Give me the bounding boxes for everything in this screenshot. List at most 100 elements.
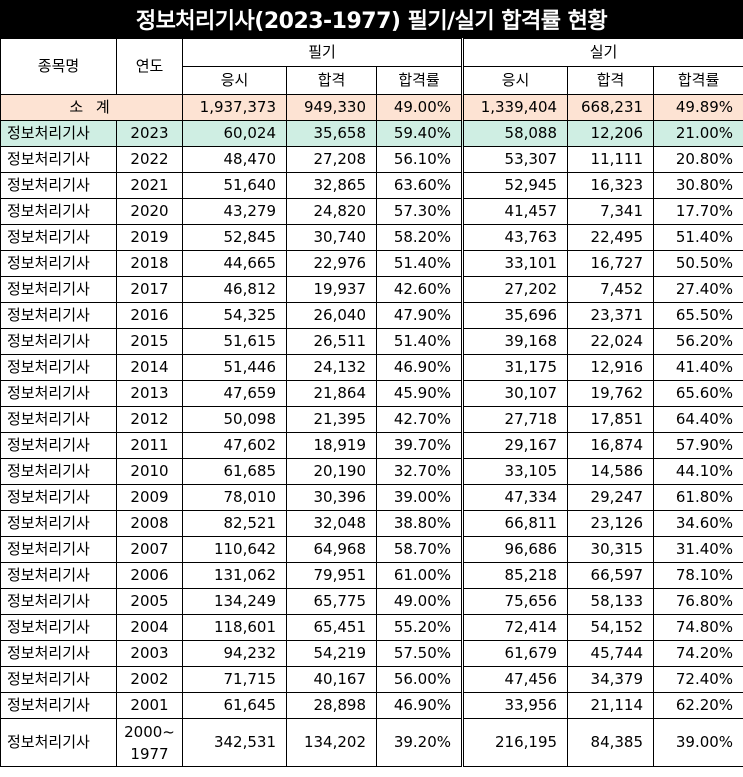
cell-name: 정보처리기사 xyxy=(0,484,117,511)
table-row: 정보처리기사 2011 47,602 18,919 39.70% 29,167 16,874… xyxy=(0,432,743,459)
cell-name: 정보처리기사 xyxy=(0,172,117,199)
cell-practical-rate: 65.60% xyxy=(653,380,743,407)
cell-practical-passed: 12,206 xyxy=(567,120,655,147)
cell-written-passed: 32,048 xyxy=(286,510,377,537)
table-row: 정보처리기사 2017 46,812 19,937 42.60% 27,202 7,452 2… xyxy=(0,276,743,303)
cell-written-passed: 28,898 xyxy=(286,692,377,719)
cell-written-rate: 46.90% xyxy=(375,354,464,381)
cell-practical-applicants: 30,107 xyxy=(461,380,569,407)
cell-written-passed: 30,740 xyxy=(286,224,377,251)
cell-practical-passed: 11,111 xyxy=(567,146,655,173)
table-row: 정보처리기사 2006 131,062 79,951 61.00% 85,218 66,59… xyxy=(0,562,743,589)
cell-name: 정보처리기사 xyxy=(0,510,117,537)
cell-written-applicants: 47,602 xyxy=(182,432,287,459)
cell-practical-rate: 61.80% xyxy=(653,484,743,511)
cell-written-rate: 45.90% xyxy=(375,380,464,407)
cell-practical-passed: 16,323 xyxy=(567,172,655,199)
cell-written-applicants: 78,010 xyxy=(182,484,287,511)
cell-practical-applicants: 53,307 xyxy=(461,146,569,173)
cell-year: 2007 xyxy=(116,536,183,563)
cell-practical-applicants: 33,105 xyxy=(461,458,569,485)
cell-practical-rate: 31.40% xyxy=(653,536,743,563)
cell-written-applicants: 71,715 xyxy=(182,666,287,693)
table-row: 정보처리기사 2001 61,645 28,898 46.90% 33,956 21,114… xyxy=(0,692,743,719)
cell-year: 2000~ 1977 xyxy=(116,718,183,767)
cell-written-passed: 20,190 xyxy=(286,458,377,485)
cell-name: 정보처리기사 xyxy=(0,198,117,225)
cell-name: 정보처리기사 xyxy=(0,458,117,485)
cell-written-passed: 21,864 xyxy=(286,380,377,407)
cell-written-rate: 32.70% xyxy=(375,458,464,485)
table-row: 정보처리기사 2014 51,446 24,132 46.90% 31,175 12,916… xyxy=(0,354,743,381)
cell-practical-applicants: 41,457 xyxy=(461,198,569,225)
cell-year: 2021 xyxy=(116,172,183,199)
header-written-rate: 합격률 xyxy=(375,66,464,95)
year-range-start: 2000~ xyxy=(124,722,175,741)
cell-practical-rate: 44.10% xyxy=(653,458,743,485)
cell-year: 2011 xyxy=(116,432,183,459)
cell-practical-rate: 72.40% xyxy=(653,666,743,693)
subtotal-practical-applicants: 1,339,404 xyxy=(461,94,569,121)
cell-year: 2001 xyxy=(116,692,183,719)
cell-written-passed: 79,951 xyxy=(286,562,377,589)
cell-practical-rate: 30.80% xyxy=(653,172,743,199)
cell-practical-passed: 45,744 xyxy=(567,640,655,667)
cell-practical-rate: 50.50% xyxy=(653,250,743,277)
cell-name: 정보처리기사 xyxy=(0,614,117,641)
cell-name: 정보처리기사 xyxy=(0,640,117,667)
cell-practical-applicants: 52,945 xyxy=(461,172,569,199)
cell-name: 정보처리기사 xyxy=(0,432,117,459)
cell-name: 정보처리기사 xyxy=(0,718,117,767)
cell-year: 2004 xyxy=(116,614,183,641)
cell-practical-rate: 76.80% xyxy=(653,588,743,615)
cell-practical-passed: 16,727 xyxy=(567,250,655,277)
subtotal-practical-passed: 668,231 xyxy=(567,94,655,121)
cell-written-rate: 42.70% xyxy=(375,406,464,433)
cell-name: 정보처리기사 xyxy=(0,380,117,407)
cell-practical-rate: 62.20% xyxy=(653,692,743,719)
cell-written-rate: 56.10% xyxy=(375,146,464,173)
cell-year: 2010 xyxy=(116,458,183,485)
cell-practical-rate: 17.70% xyxy=(653,198,743,225)
cell-written-passed: 18,919 xyxy=(286,432,377,459)
cell-written-passed: 35,658 xyxy=(286,120,377,147)
cell-written-passed: 40,167 xyxy=(286,666,377,693)
cell-written-applicants: 82,521 xyxy=(182,510,287,537)
cell-name: 정보처리기사 xyxy=(0,354,117,381)
cell-written-passed: 65,451 xyxy=(286,614,377,641)
header-written-applicants: 응시 xyxy=(182,66,287,95)
cell-practical-passed: 54,152 xyxy=(567,614,655,641)
cell-written-passed: 26,040 xyxy=(286,302,377,329)
cell-practical-rate: 34.60% xyxy=(653,510,743,537)
cell-written-applicants: 131,062 xyxy=(182,562,287,589)
cell-practical-passed: 16,874 xyxy=(567,432,655,459)
cell-name: 정보처리기사 xyxy=(0,276,117,303)
cell-practical-rate: 39.00% xyxy=(653,718,743,767)
cell-name: 정보처리기사 xyxy=(0,224,117,251)
table-row: 정보처리기사 2019 52,845 30,740 58.20% 43,763 22,495… xyxy=(0,224,743,251)
cell-practical-passed: 30,315 xyxy=(567,536,655,563)
cell-year: 2018 xyxy=(116,250,183,277)
cell-written-applicants: 51,640 xyxy=(182,172,287,199)
cell-name: 정보처리기사 xyxy=(0,406,117,433)
cell-written-passed: 26,511 xyxy=(286,328,377,355)
cell-written-rate: 51.40% xyxy=(375,250,464,277)
cell-year: 2005 xyxy=(116,588,183,615)
cell-written-applicants: 61,685 xyxy=(182,458,287,485)
cell-written-applicants: 47,659 xyxy=(182,380,287,407)
header-written: 필기 xyxy=(181,38,464,67)
cell-written-rate: 39.70% xyxy=(375,432,464,459)
table-row-last: 정보처리기사 2000~ 1977 342,531 134,202 39.20% 216,1… xyxy=(0,718,743,767)
subtotal-row: 소 계 1,937,373 949,330 49.00% 1,339,404 6… xyxy=(0,94,743,121)
cell-written-applicants: 60,024 xyxy=(182,120,287,147)
table-row: 정보처리기사 2016 54,325 26,040 47.90% 35,696 23,371… xyxy=(0,302,743,329)
cell-practical-applicants: 43,763 xyxy=(461,224,569,251)
cell-written-applicants: 48,470 xyxy=(182,146,287,173)
cell-written-rate: 57.50% xyxy=(375,640,464,667)
cell-practical-applicants: 58,088 xyxy=(461,120,569,147)
cell-name: 정보처리기사 xyxy=(0,146,117,173)
table-row: 정보처리기사 2010 61,685 20,190 32.70% 33,105 14,586… xyxy=(0,458,743,485)
cell-practical-passed: 58,133 xyxy=(567,588,655,615)
cell-written-rate: 46.90% xyxy=(375,692,464,719)
cell-practical-passed: 23,371 xyxy=(567,302,655,329)
